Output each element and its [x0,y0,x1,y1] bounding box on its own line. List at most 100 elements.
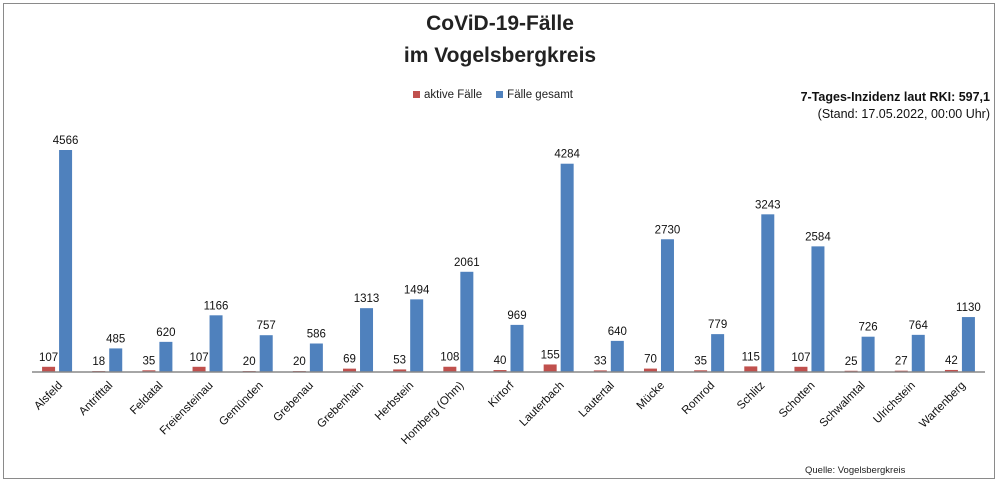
category-label: Ulrichstein [871,380,917,426]
data-label-active: 53 [393,354,406,366]
data-label-active: 35 [142,355,155,367]
chart-title-line1: CoViD-19-Fälle [426,12,574,35]
data-label-active: 107 [189,352,208,364]
data-label-active: 18 [92,356,105,368]
data-label-total: 2730 [655,224,681,236]
stand-text: (Stand: 17.05.2022, 00:00 Uhr) [817,107,990,121]
bar-active [443,366,457,372]
data-label-total: 4566 [53,135,79,147]
bar-active [142,370,156,372]
legend-label-active: aktive Fälle [424,89,483,101]
bar-total [460,271,474,372]
category-label: Wartenberg [917,380,968,431]
bar-active [744,366,758,372]
data-label-active: 70 [644,354,657,366]
category-label: Grebenau [271,380,316,425]
data-label-total: 640 [608,326,627,338]
data-label-total: 1494 [404,284,430,296]
legend-swatch-total [496,91,504,99]
legend-swatch-active [413,91,420,99]
data-label-total: 1166 [204,300,229,312]
data-label-active: 27 [895,356,908,368]
bar-total [259,335,273,372]
incidence-text: 7-Tages-Inzidenz laut RKI: 597,1 [800,90,990,104]
data-label-active: 33 [594,355,607,367]
legend-label-total: Fälle gesamt [507,89,574,101]
data-label-total: 1313 [354,293,380,305]
category-label: Alsfeld [32,380,65,413]
data-label-active: 42 [945,355,958,367]
legend: aktive Fälle Fälle gesamt [413,89,573,101]
data-label-total: 620 [156,327,175,339]
category-label: Freiensteinau [158,380,216,438]
data-label-active: 107 [39,352,58,364]
bar-total [811,246,825,372]
category-label: Gemünden [217,380,266,429]
data-label-active: 115 [742,351,760,363]
data-label-total: 3243 [755,199,781,211]
category-label: Herbstein [373,380,416,423]
bar-total [109,348,123,372]
bar-active [42,366,56,372]
bar-total [660,239,674,372]
data-label-active: 40 [494,355,507,367]
legend-item-active: aktive Fälle [413,89,482,101]
category-label: Feldatal [128,380,165,417]
bar-active [944,369,958,372]
category-label: Lauterbach [518,380,567,429]
category-label: Mücke [635,380,667,412]
category-label: Lautertal [577,380,617,420]
bar-total [510,324,524,372]
data-label-total: 764 [909,320,929,332]
data-label-active: 155 [541,349,560,361]
bar-total [309,343,323,372]
data-label-active: 107 [791,352,810,364]
chart-title-line2: im Vogelsbergkreis [403,44,597,67]
bar-active [393,369,407,372]
legend-item-total: Fälle gesamt [496,89,573,101]
bar-total [911,334,925,372]
category-label: Grebenhain [315,380,366,431]
bar-active [794,366,808,372]
data-label-total: 2584 [805,231,831,243]
category-label: Schwalmtal [818,380,868,430]
data-label-total: 485 [106,333,125,345]
category-label: Schlitz [735,379,768,412]
bar-total [610,340,624,372]
category-label: Schotten [777,380,818,421]
data-label-total: 726 [859,322,878,334]
bar-active [694,370,708,372]
bar-total [360,308,374,372]
bar-active [643,368,657,372]
data-label-total: 2061 [454,257,480,269]
bar-total [560,163,574,372]
bar-total [59,150,73,372]
chart-frame [3,3,995,479]
bar-total [159,341,173,372]
bar-total [209,315,223,372]
data-label-active: 20 [243,356,256,368]
bar-total [961,317,975,372]
bar-total [761,214,775,372]
bar-active [493,370,507,372]
data-label-active: 108 [440,352,459,364]
data-label-total: 586 [307,329,326,341]
data-label-active: 69 [343,354,356,366]
data-label-active: 35 [694,355,707,367]
bar-total [711,334,725,372]
category-label: Kirtorf [486,379,517,410]
bar-active [192,366,206,372]
data-label-total: 779 [708,319,727,331]
data-label-active: 20 [293,356,306,368]
bar-active [593,370,607,372]
bar-total [861,336,875,372]
category-label: Romrod [680,380,717,417]
source-text: Quelle: Vogelsbergkreis [805,465,906,476]
data-label-total: 757 [257,320,276,332]
category-label: Antrifttal [77,380,115,418]
bar-total [410,299,424,372]
bar-active [543,364,557,372]
bar-active [343,368,357,372]
data-label-total: 4284 [554,149,580,161]
